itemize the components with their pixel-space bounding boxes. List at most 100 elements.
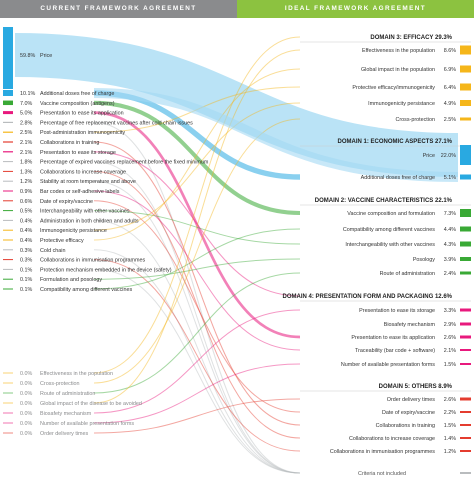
left-bar-immunogenicity-persistance bbox=[3, 229, 13, 231]
right-bar-collaborations-in-immunisation-programmes bbox=[460, 450, 471, 452]
right-pct-route-of-administration: 2.4% bbox=[444, 271, 456, 277]
left-label-effectiveness-in-the-population: Effectiveness in the population bbox=[40, 371, 113, 377]
left-label-percentage-of-expired-vaccines-replacement-before-the-fixed-minimum: Percentage of expired vaccines replaceme… bbox=[40, 160, 209, 166]
flow-protective-efficacy bbox=[93, 68, 301, 241]
flow-number-of-available-presentation-forms bbox=[93, 363, 301, 424]
left-bar-stability-at-room-temperature-and-above bbox=[3, 180, 13, 182]
left-bar-collaborations-to-increase-coverage bbox=[3, 170, 13, 172]
right-label-effectiveness-in-the-population: Effectiveness in the population bbox=[362, 48, 435, 54]
flow-immunogenicity-persistance bbox=[93, 102, 301, 231]
flow-additional-doses-wash bbox=[93, 88, 459, 182]
right-pct-presentation-to-ease-its-application: 2.6% bbox=[444, 335, 456, 341]
right-label-presentation-to-ease-its-application: Presentation to ease its application bbox=[351, 335, 435, 341]
right-label-number-of-available-presentation-forms: Number of available presentation forms bbox=[341, 362, 435, 368]
left-pct-protection-mechanism-embedded-in-the-device-safety-: 0.1% bbox=[20, 267, 32, 273]
right-bar-collaborations-in-training bbox=[460, 424, 471, 426]
flow-stability-at-room-temperature-and-above bbox=[93, 180, 301, 474]
right-bar-order-delivery-times bbox=[460, 397, 471, 401]
left-bar-collaborations-in-immunisation-programmes bbox=[3, 259, 13, 261]
flow-effectiveness-in-the-population bbox=[93, 36, 301, 374]
right-pct-cross-protection: 2.5% bbox=[444, 117, 456, 123]
flow-bar-codes-or-self-adhesive-labels bbox=[93, 190, 301, 351]
left-bar-vaccine-composition-antigens- bbox=[3, 100, 13, 106]
right-pct-posology: 3.9% bbox=[444, 257, 456, 263]
left-pct-vaccine-composition-antigens-: 7.0% bbox=[20, 101, 32, 107]
flow-layer bbox=[14, 33, 459, 474]
right-pct-biosafety-mechanism: 2.9% bbox=[444, 322, 456, 328]
left-pct-price: 59.8% bbox=[20, 53, 35, 59]
left-label-presentation-to-ease-its-application: Presentation to ease its application bbox=[40, 111, 124, 117]
right-label-interchangeability-with-other-vaccines: Interchangeability with other vaccines bbox=[345, 242, 435, 248]
right-pct-presentation-to-ease-its-storage: 3.3% bbox=[444, 308, 456, 314]
left-label-post-administration-immunogenicity: Post-administration immunogenicity bbox=[40, 130, 125, 136]
right-bar-additional-doses-free-of-charge bbox=[460, 174, 471, 180]
right-bar-collaborations-to-increase-coverage bbox=[460, 437, 471, 439]
right-bar-cross-protection bbox=[460, 117, 471, 121]
left-label-protective-efficacy: Protective efficacy bbox=[40, 238, 84, 244]
right-label-collaborations-in-immunisation-programmes: Collaborations in immunisation programme… bbox=[330, 449, 435, 455]
left-bar-price bbox=[3, 27, 13, 89]
left-pct-post-administration-immunogenicity: 2.5% bbox=[20, 130, 32, 136]
left-pct-route-of-administration: 0.0% bbox=[20, 391, 32, 397]
domain-domain-3-efficacy: DOMAIN 3: EFFICACY 29.3% bbox=[370, 35, 452, 41]
right-label-presentation-to-ease-its-storage: Presentation to ease its storage bbox=[359, 308, 435, 314]
right-bar-price bbox=[460, 145, 471, 165]
left-pct-additional-doses-free-of-charge: 10.1% bbox=[20, 91, 35, 97]
left-label-interchangeability-with-other-vaccines: Interchangeability with other vaccines bbox=[40, 209, 130, 215]
left-bar-collaborations-in-training bbox=[3, 141, 13, 143]
right-label-collaborations-to-increase-coverage: Collaborations to increase coverage bbox=[349, 436, 435, 442]
flow-collaborations-in-immunisation-programmes bbox=[93, 259, 301, 452]
left-bar-protection-mechanism-embedded-in-the-device-safety- bbox=[3, 268, 13, 270]
left-label-vaccine-composition-antigens-: Vaccine composition (antigens) bbox=[40, 101, 115, 107]
right-pct-interchangeability-with-other-vaccines: 4.3% bbox=[444, 242, 456, 248]
left-pct-number-of-available-presentation-forms: 0.0% bbox=[20, 421, 32, 427]
left-bar-presentation-to-ease-its-storage bbox=[3, 151, 13, 153]
flow-presentation-to-ease-its-storage bbox=[93, 151, 301, 297]
left-pct-percentage-of-free-replacement-vaccines-after-cold-chain-issues: 2.8% bbox=[20, 120, 32, 126]
right-pct-additional-doses-free-of-charge: 5.1% bbox=[444, 175, 456, 181]
left-label-compatibility-among-different-vaccines: Compatibility among different vaccines bbox=[40, 287, 132, 293]
right-bar-biosafety-mechanism bbox=[460, 322, 471, 326]
right-label-route-of-administration: Route of administration bbox=[380, 271, 435, 277]
right-pct-number-of-available-presentation-forms: 1.5% bbox=[444, 362, 456, 368]
right-label-date-of-expiry-vaccine: Date of expiry/vaccine bbox=[382, 410, 435, 416]
right-label-traceability-bar-code-software-: Traceability (bar code + software) bbox=[355, 348, 435, 354]
right-pct-effectiveness-in-the-population: 8.6% bbox=[444, 48, 456, 54]
left-label-immunogenicity-persistance: Immunogenicity persistance bbox=[40, 228, 107, 234]
left-label-cross-protection: Cross-protection bbox=[40, 381, 80, 387]
right-pct-global-impact-in-the-population: 6.9% bbox=[444, 67, 456, 73]
right-label-order-delivery-times: Order delivery times bbox=[387, 397, 436, 403]
right-label-additional-doses-free-of-charge: Additional doses free of charge bbox=[361, 175, 435, 181]
right-pct-collaborations-to-increase-coverage: 1.4% bbox=[444, 436, 456, 442]
left-bar-biosafety-mechanism bbox=[3, 412, 13, 414]
left-bar-bar-codes-or-self-adhesive-labels bbox=[3, 190, 13, 192]
right-bar-presentation-to-ease-its-application bbox=[460, 335, 471, 339]
left-label-additional-doses-free-of-charge: Additional doses free of charge bbox=[40, 91, 114, 97]
left-bar-percentage-of-free-replacement-vaccines-after-cold-chain-issues bbox=[3, 121, 13, 123]
flow-vaccine-composition-antigens- bbox=[93, 100, 301, 216]
flow-global-impact-of-the-disease-to-be-avoided bbox=[93, 49, 301, 404]
right-pct-vaccine-composition-and-formulation: 7.3% bbox=[444, 211, 456, 217]
left-pct-immunogenicity-persistance: 0.4% bbox=[20, 228, 32, 234]
right-pct-traceability-bar-code-software-: 2.1% bbox=[444, 348, 456, 354]
domain-domain-4-presentation-form-and-packaging: DOMAIN 4: PRESENTATION FORM AND PACKAGIN… bbox=[283, 294, 453, 300]
right-bar-route-of-administration bbox=[460, 271, 471, 275]
left-bar-additional-doses-free-of-charge bbox=[3, 90, 13, 96]
flow-order-delivery-times bbox=[93, 398, 301, 434]
right-bar-compatibility-among-different-vaccines bbox=[460, 226, 471, 232]
left-pct-collaborations-in-training: 2.1% bbox=[20, 140, 32, 146]
left-pct-stability-at-room-temperature-and-above: 1.2% bbox=[20, 179, 32, 185]
right-pct-collaborations-in-immunisation-programmes: 1.2% bbox=[444, 449, 456, 455]
left-bar-interchangeability-with-other-vaccines bbox=[3, 210, 13, 212]
left-pct-collaborations-to-increase-coverage: 1.3% bbox=[20, 169, 32, 175]
flow-protection-mechanism-embedded-in-the-device-safety- bbox=[93, 268, 301, 474]
left-bar-number-of-available-presentation-forms bbox=[3, 422, 13, 424]
left-bar-cold-chain bbox=[3, 249, 13, 251]
flow-collaborations-to-increase-coverage bbox=[93, 170, 301, 439]
left-label-administration-in-both-children-and-adults: Administration in both children and adul… bbox=[40, 218, 139, 224]
right-bar-interchangeability-with-other-vaccines bbox=[460, 241, 471, 247]
not-included-bar bbox=[460, 472, 471, 474]
left-pct-formulation-and-posology: 0.1% bbox=[20, 277, 32, 283]
left-label-route-of-administration: Route of administration bbox=[40, 391, 95, 397]
